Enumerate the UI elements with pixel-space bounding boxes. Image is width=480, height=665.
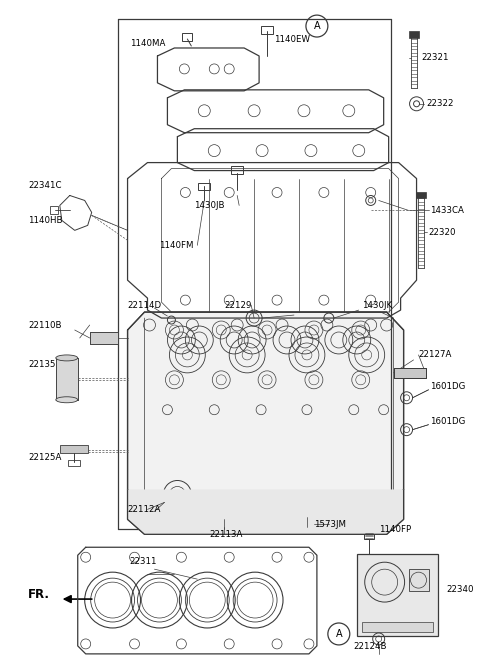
Text: 1601DG: 1601DG bbox=[431, 382, 466, 391]
Text: FR.: FR. bbox=[28, 588, 50, 600]
Bar bbox=[56, 358, 78, 400]
Bar bbox=[408, 569, 429, 591]
Text: 22320: 22320 bbox=[429, 228, 456, 237]
Bar bbox=[231, 166, 243, 174]
Bar bbox=[362, 622, 433, 632]
Text: 22112A: 22112A bbox=[128, 505, 161, 514]
Text: 22321: 22321 bbox=[421, 53, 449, 63]
Bar bbox=[198, 182, 210, 190]
Text: 1140EW: 1140EW bbox=[274, 35, 310, 43]
Text: 22135: 22135 bbox=[28, 360, 55, 369]
Text: 1140MA: 1140MA bbox=[130, 39, 165, 47]
Bar bbox=[357, 554, 438, 636]
Text: 22322: 22322 bbox=[427, 99, 454, 108]
Text: 1430JK: 1430JK bbox=[362, 301, 392, 310]
Bar bbox=[261, 26, 273, 34]
Bar bbox=[364, 531, 374, 539]
Text: 22341C: 22341C bbox=[28, 181, 61, 190]
Text: A: A bbox=[313, 21, 320, 31]
Text: 1433CA: 1433CA bbox=[431, 206, 464, 215]
Ellipse shape bbox=[56, 355, 78, 361]
Text: 22340: 22340 bbox=[446, 585, 474, 594]
Bar bbox=[90, 332, 118, 344]
Text: 22311: 22311 bbox=[130, 557, 157, 566]
Text: 1601DG: 1601DG bbox=[431, 417, 466, 426]
Text: 1140HB: 1140HB bbox=[28, 216, 62, 225]
Bar bbox=[50, 206, 58, 214]
Text: 1573JM: 1573JM bbox=[314, 520, 346, 529]
Polygon shape bbox=[128, 489, 404, 534]
Text: 1430JB: 1430JB bbox=[194, 201, 225, 210]
Text: 1140FP: 1140FP bbox=[379, 525, 411, 534]
Bar bbox=[394, 368, 426, 378]
Bar bbox=[182, 33, 192, 41]
Bar bbox=[68, 460, 80, 466]
Text: 22125A: 22125A bbox=[28, 453, 61, 462]
Ellipse shape bbox=[56, 397, 78, 403]
Bar bbox=[394, 368, 426, 378]
Bar bbox=[408, 31, 419, 38]
Bar bbox=[416, 192, 426, 198]
Bar bbox=[60, 445, 88, 453]
Bar bbox=[56, 358, 78, 400]
Text: 22127A: 22127A bbox=[419, 350, 452, 359]
Text: 22110B: 22110B bbox=[28, 321, 61, 330]
Text: 22129: 22129 bbox=[224, 301, 252, 310]
Bar bbox=[90, 332, 118, 344]
Text: 22113A: 22113A bbox=[209, 530, 243, 539]
Text: 22124B: 22124B bbox=[354, 642, 387, 652]
Polygon shape bbox=[128, 312, 404, 507]
Text: 22114D: 22114D bbox=[128, 301, 162, 310]
Text: 1140FM: 1140FM bbox=[159, 241, 194, 250]
Text: A: A bbox=[336, 629, 342, 639]
FancyArrowPatch shape bbox=[64, 596, 92, 602]
